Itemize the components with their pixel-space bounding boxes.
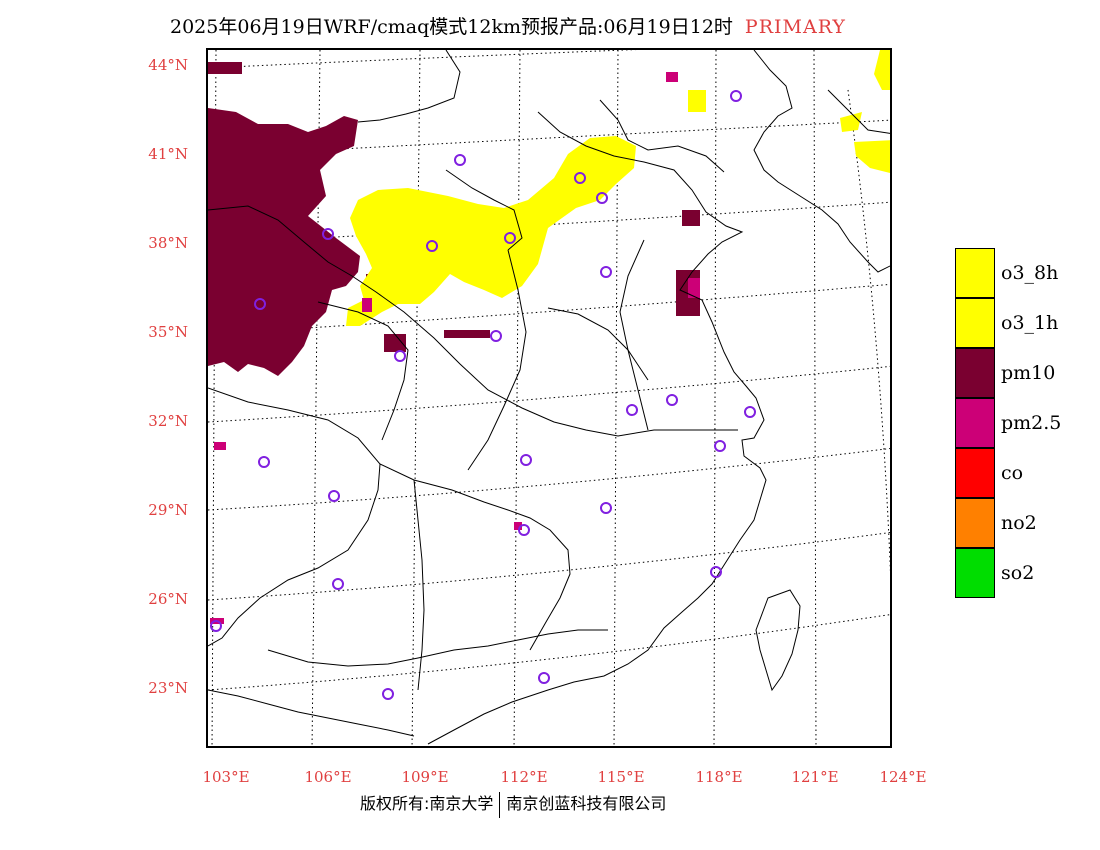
lon-label-118: 118°E [695,768,743,786]
lon-label-103: 103°E [202,768,250,786]
legend-label: so2 [1001,562,1035,584]
legend-item-so2: so2 [955,548,1061,598]
legend-label: pm2.5 [1001,412,1062,434]
copyright-left: 版权所有:南京大学 [360,794,494,813]
lat-label-35: 35°N [148,323,188,341]
lat-label-38: 38°N [148,234,188,252]
copyright-footer: 版权所有:南京大学 南京创蓝科技有限公司 [360,790,666,818]
lat-label-26: 26°N [148,590,188,608]
copyright-right: 南京创蓝科技有限公司 [506,794,667,813]
lon-label-121: 121°E [791,768,839,786]
legend-swatch [955,248,995,298]
map-canvas [208,50,890,746]
legend-label: o3_1h [1001,312,1059,334]
stations [210,90,756,700]
lon-label-115: 115°E [597,768,645,786]
footer-separator [499,791,501,818]
map-title: 2025年06月19日WRF/cmaq模式12km预报产品:06月19日12时 P… [170,12,846,39]
legend-swatch [955,448,995,498]
legend-swatch [955,548,995,598]
o3-region [346,50,890,326]
legend-item-o3-8h: o3_8h [955,248,1061,298]
legend-swatch [955,348,995,398]
lon-label-106: 106°E [304,768,352,786]
legend-item-no2: no2 [955,498,1061,548]
lat-label-29: 29°N [148,501,188,519]
legend-item-pm25: pm2.5 [955,398,1061,448]
lat-label-41: 41°N [148,145,188,163]
forecast-map [206,48,892,748]
legend-item-co: co [955,448,1061,498]
pollutant-legend: o3_8h o3_1h pm10 pm2.5 co no2 so2 [955,248,1061,598]
lon-label-109: 109°E [401,768,449,786]
legend-item-o3-1h: o3_1h [955,298,1061,348]
legend-item-pm10: pm10 [955,348,1061,398]
legend-swatch [955,398,995,448]
legend-label: o3_8h [1001,262,1059,284]
lat-label-23: 23°N [148,679,188,697]
title-text: 2025年06月19日WRF/cmaq模式12km预报产品:06月19日12时 [170,16,733,38]
lon-label-124: 124°E [879,768,927,786]
legend-label: co [1001,462,1024,484]
legend-label: pm10 [1001,362,1056,384]
legend-swatch [955,498,995,548]
lat-label-32: 32°N [148,412,188,430]
lon-label-112: 112°E [500,768,548,786]
legend-label: no2 [1001,512,1037,534]
legend-swatch [955,298,995,348]
primary-tag: PRIMARY [744,16,846,38]
boundaries [208,50,890,745]
lat-label-44: 44°N [148,56,188,74]
